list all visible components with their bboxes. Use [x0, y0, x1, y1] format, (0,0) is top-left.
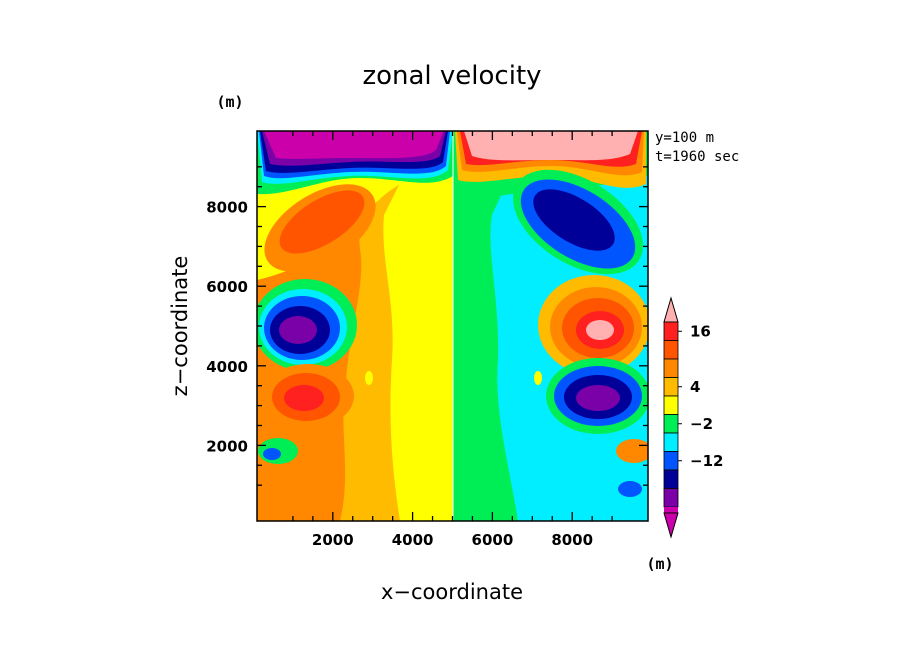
annotation-y: y=100 m [655, 130, 714, 146]
chart-title: zonal velocity [362, 61, 541, 91]
colorbar-bottom-arrow [663, 512, 679, 539]
right-small-orange [616, 439, 648, 463]
x-tick-label: 4000 [392, 531, 434, 549]
colorbar-label: 4 [690, 378, 700, 396]
y-tick-label: 2000 [206, 437, 248, 455]
y-tick-label: 6000 [206, 278, 248, 296]
colorbar-segment [663, 358, 679, 378]
colorbar-label: 16 [690, 322, 711, 340]
left-upper-blob-core [279, 190, 365, 254]
left-small-blue [263, 448, 281, 460]
colorbar-label: −12 [690, 452, 723, 470]
colorbar-segment [663, 377, 679, 397]
colorbar-segment [663, 395, 679, 415]
colorbar-top-arrow [663, 296, 679, 323]
colorbar-segment [664, 507, 678, 513]
right-low-blob-purple [576, 385, 620, 411]
colorbar-label: −2 [690, 415, 713, 433]
right-bottom-blue [618, 481, 642, 497]
annotation-t: t=1960 sec [655, 149, 739, 165]
x-tick-label: 2000 [312, 531, 354, 549]
colorbar-segment [663, 321, 679, 341]
y-axis-label: z−coordinate [168, 256, 192, 397]
colorbar-segment [663, 432, 679, 452]
velocity-field [257, 131, 648, 521]
right-upper-blob-navy [533, 189, 615, 251]
x-tick-label: 6000 [472, 531, 514, 549]
right-tiny-yellow [534, 371, 542, 385]
left-yellow-band [383, 131, 453, 521]
left-bottom-orange [258, 480, 286, 498]
y-tick-label: 4000 [206, 358, 248, 376]
left-low-blob-red [284, 385, 324, 411]
left-top-magenta [264, 131, 444, 159]
y-axis-unit: (m) [216, 93, 243, 111]
axes: 2000 4000 6000 8000 2000 4000 6000 8000 [206, 131, 648, 549]
y-tick-label: 8000 [206, 199, 248, 217]
x-axis-label: x−coordinate [381, 580, 523, 604]
left-tiny-yellow [365, 371, 373, 385]
x-tick-label: 8000 [551, 531, 593, 549]
colorbar-segment [663, 488, 679, 508]
colorbar-unit: (m) [646, 555, 673, 573]
colorbar-segment [663, 451, 679, 471]
left-mid-blob-purple [279, 316, 317, 344]
colorbar-segment [663, 414, 679, 434]
right-top-pink [464, 131, 638, 161]
right-mid-blob-pink [586, 320, 614, 340]
colorbar-segment [663, 340, 679, 360]
colorbar-segment [663, 469, 679, 489]
colorbar: 16 4 −2 −12 [663, 296, 723, 539]
right-green-band [453, 131, 518, 521]
